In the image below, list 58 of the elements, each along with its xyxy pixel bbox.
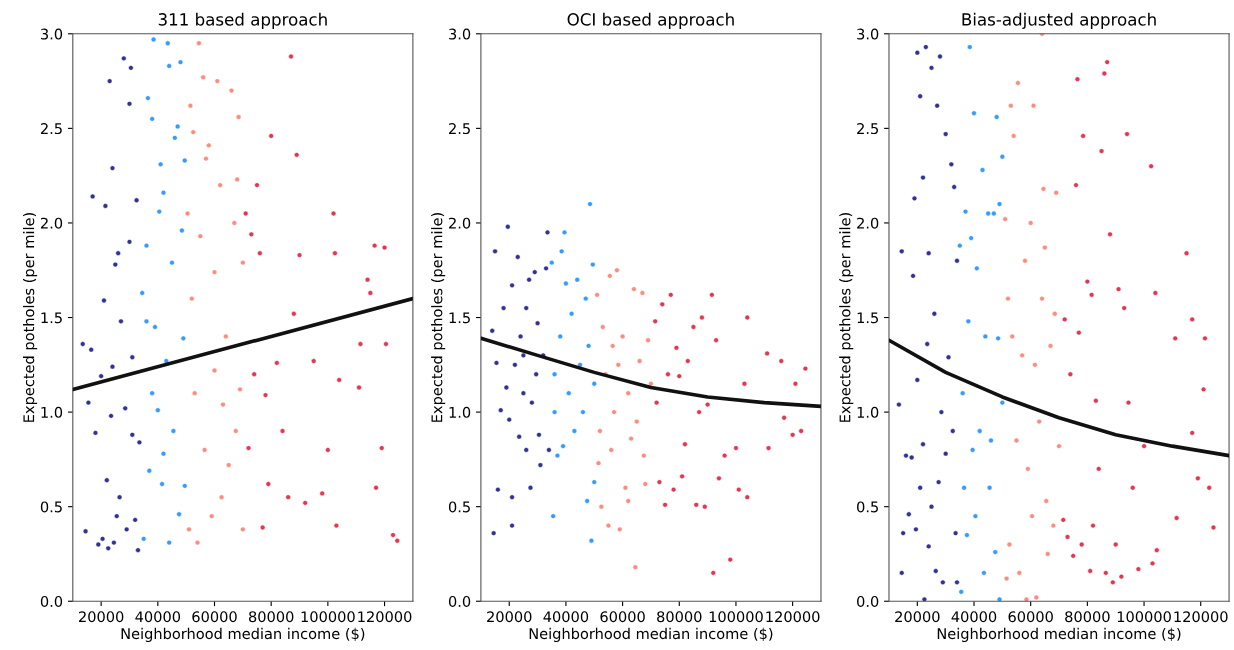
y-tick-label: 2.5	[449, 123, 470, 135]
y-tick-label: 2.0	[857, 217, 879, 229]
y-tick-label: 1.0	[857, 406, 879, 418]
point	[544, 229, 551, 236]
x-tick-label: 80000	[248, 611, 294, 623]
x-axis-title: Neighborhood median income ($)	[529, 627, 773, 642]
y-tick-label: 1.0	[41, 406, 63, 418]
point	[1006, 541, 1013, 548]
x-tick-label: 40000	[543, 611, 589, 623]
chart-title: 311 based approach	[158, 12, 327, 29]
x-tick-label: 100000	[709, 611, 763, 623]
x-tick-label: 80000	[1065, 611, 1110, 623]
point	[1003, 575, 1010, 582]
y-tick-label: 1.5	[41, 312, 62, 324]
x-tick-label: 60000	[1008, 611, 1053, 623]
y-tick-label: 2.0	[40, 217, 63, 229]
y-tick-label: 0.5	[448, 501, 470, 513]
x-tick-label: 20000	[487, 611, 532, 623]
x-tick-label: 20000	[79, 611, 124, 623]
chart-title: Bias-adjusted approach	[962, 12, 1156, 29]
y-axis-title: Expected potholes (per mile)	[23, 213, 38, 422]
y-tick-label: 0.0	[40, 595, 63, 607]
y-tick-label: 1.0	[449, 406, 471, 418]
y-tick-label: 3.0	[449, 28, 471, 40]
x-tick-label: 100000	[1117, 611, 1171, 623]
x-tick-label: 40000	[951, 611, 997, 623]
point	[260, 524, 266, 531]
y-tick-label: 0.5	[857, 501, 878, 513]
y-tick-label: 0.5	[40, 501, 62, 513]
x-tick-label: 60000	[192, 611, 237, 623]
x-axis-title: Neighborhood median income ($)	[121, 627, 365, 642]
point	[211, 367, 218, 374]
y-tick-label: 3.0	[857, 28, 879, 40]
y-tick-label: 0.0	[857, 595, 879, 607]
y-tick-label: 3.0	[41, 28, 63, 40]
y-tick-label: 0.0	[448, 595, 471, 607]
x-axis-title: Neighborhood median income ($)	[937, 627, 1181, 642]
chart-title: OCI based approach	[567, 12, 734, 29]
x-tick-label: 100000	[301, 611, 355, 623]
x-tick-label: 120000	[766, 611, 820, 623]
point	[605, 522, 612, 529]
line-series	[888, 338, 1230, 458]
y-tick-label: 1.5	[449, 312, 470, 324]
y-axis-title: Expected potholes (per mile)	[839, 213, 854, 422]
x-tick-label: 120000	[1174, 611, 1228, 623]
x-tick-label: 80000	[657, 611, 702, 623]
x-tick-label: 60000	[600, 611, 645, 623]
y-tick-label: 2.5	[40, 123, 62, 135]
y-tick-label: 2.0	[449, 217, 471, 229]
point	[503, 384, 510, 391]
y-tick-label: 1.5	[857, 312, 878, 324]
x-tick-label: 40000	[135, 611, 181, 623]
point	[962, 208, 969, 215]
y-axis-title: Expected potholes (per mile)	[431, 213, 446, 422]
line-series	[480, 336, 821, 409]
y-tick-label: 2.5	[857, 123, 878, 135]
x-tick-label: 120000	[358, 611, 412, 623]
x-tick-label: 20000	[895, 611, 940, 623]
